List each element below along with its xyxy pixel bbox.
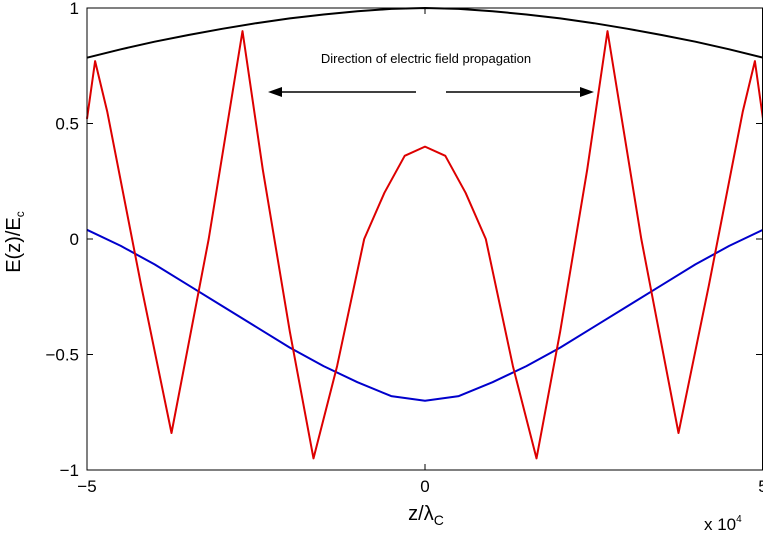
y-axis-label-main: E(z)/E <box>3 217 25 273</box>
y-tick-label-2: 0 <box>70 230 79 249</box>
annotation-group: Direction of electric field propagation <box>268 51 594 97</box>
x-axis-label-sub: C <box>434 512 444 528</box>
x-tick-label-2: 5 <box>758 477 763 496</box>
y-tick-label-0: −1 <box>60 461 79 480</box>
x-multiplier-label: x 104 <box>704 514 742 534</box>
series-line-1 <box>86 228 763 402</box>
x-tick-label-0: −5 <box>77 477 96 496</box>
y-tick-label-4: 1 <box>70 0 79 18</box>
series-layer <box>86 7 763 460</box>
right-arrow-head-icon <box>580 87 594 97</box>
y-tick-label-1: −0.5 <box>45 346 79 365</box>
ticks-layer: −5 0 5 −1 −0.5 0 0.5 1 <box>45 0 763 496</box>
x-multiplier-base: x 10 <box>704 515 736 534</box>
y-axis-label-sub: c <box>13 211 27 217</box>
annotation-text: Direction of electric field propagation <box>321 51 531 66</box>
x-tick-label-1: 0 <box>420 477 429 496</box>
y-tick-label-3: 0.5 <box>55 115 79 134</box>
left-arrow-head-icon <box>268 87 282 97</box>
y-axis-label: E(z)/Ec <box>3 211 27 273</box>
x-multiplier-exp: 4 <box>736 514 742 525</box>
x-axis-label: z/λC <box>408 503 444 528</box>
x-axis-label-main: z/λ <box>408 503 434 525</box>
series-line-2 <box>86 30 763 460</box>
